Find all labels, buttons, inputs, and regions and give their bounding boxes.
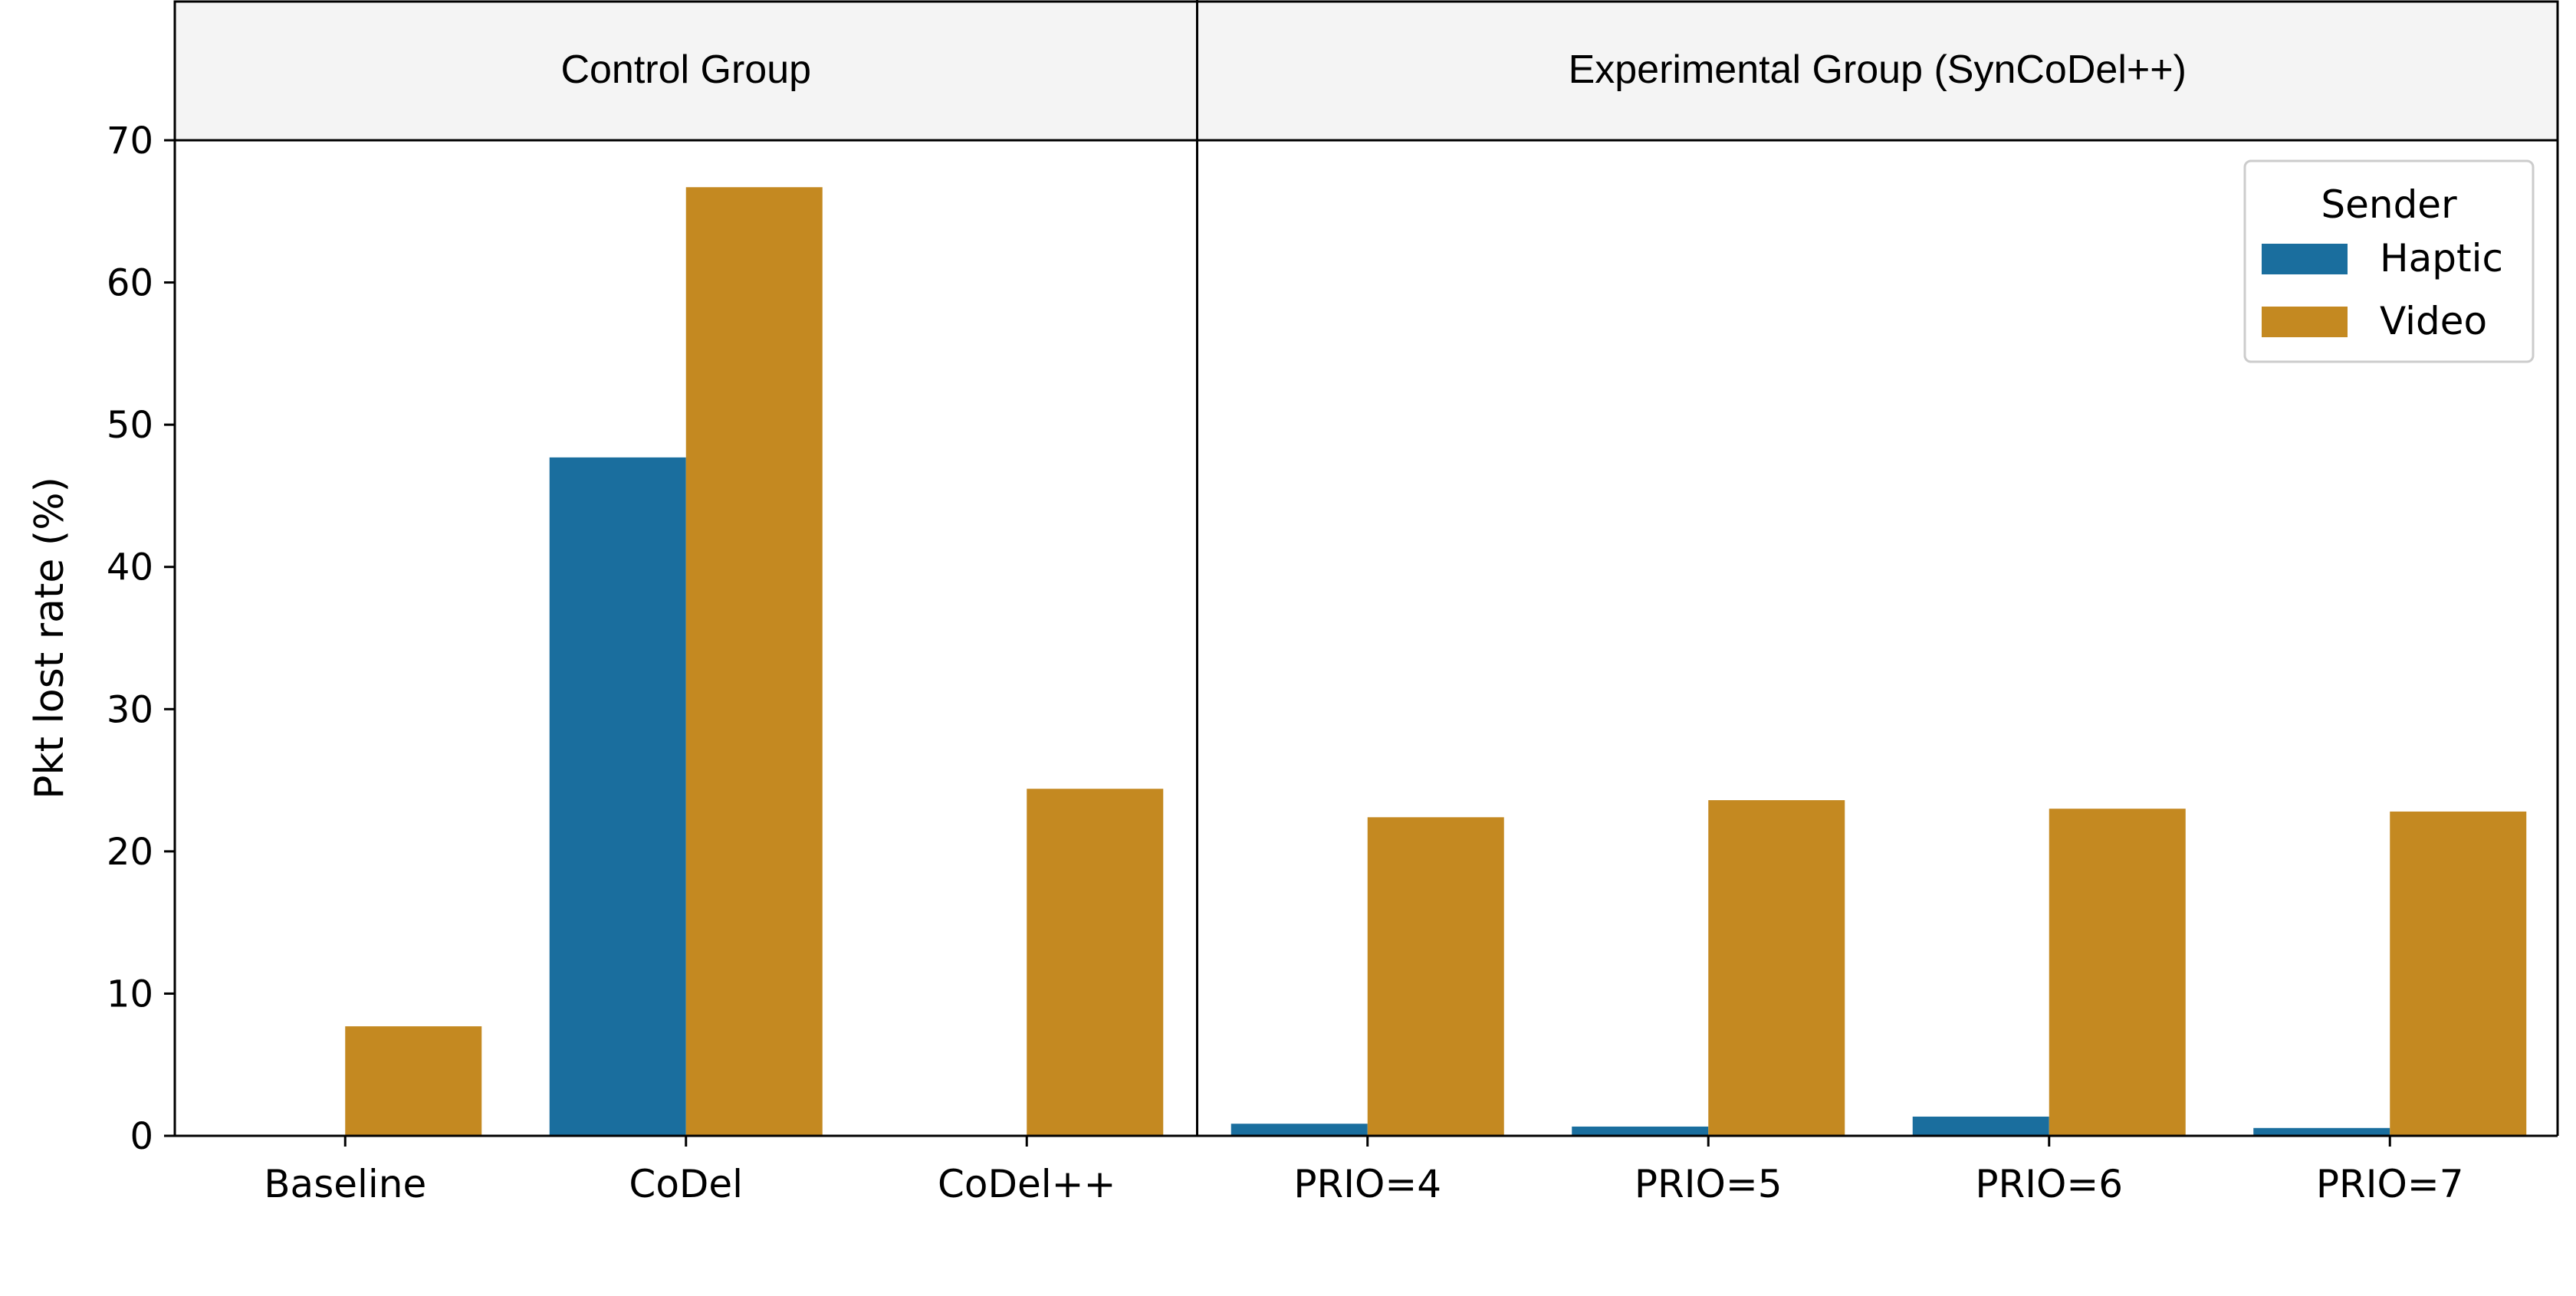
y-axis-label: Pkt lost rate (%) (27, 477, 73, 799)
bar-haptic-prio-6 (1912, 1116, 2049, 1136)
x-tick-label: PRIO=6 (1975, 1162, 2123, 1206)
panel-title: Control Group (560, 48, 811, 92)
axes: 0 10 20 30 40 50 60 70 Baseline CoDel CoDel++ PRIO=… (27, 120, 2559, 1206)
legend-swatch-haptic (2262, 244, 2348, 274)
panel-headers: Control Group Experimental Group (SynCoDe… (173, 0, 2559, 142)
bar-video-prio-4 (1367, 817, 1504, 1136)
legend-swatch-video (2262, 307, 2348, 337)
legend-label-video: Video (2380, 299, 2487, 343)
legend-title: Sender (2321, 182, 2457, 227)
bar-haptic-prio-7 (2253, 1127, 2390, 1136)
y-tick-label: 30 (107, 688, 153, 731)
x-tick-label: Baseline (264, 1162, 426, 1206)
bar-haptic-codel (549, 457, 686, 1136)
x-tick-label: CoDel++ (938, 1162, 1116, 1206)
x-tick-label: CoDel (629, 1162, 743, 1206)
y-tick-label: 10 (107, 973, 153, 1015)
y-tick-label: 0 (130, 1115, 153, 1158)
y-tick-label: 40 (107, 546, 153, 589)
y-tick-label: 70 (107, 120, 153, 162)
bar-haptic-prio-4 (1230, 1124, 1368, 1136)
bar-haptic-prio-5 (1572, 1126, 1709, 1136)
y-tick-label: 50 (107, 404, 153, 447)
panel-header-strip (173, 0, 2559, 142)
x-tick-label: PRIO=4 (1293, 1162, 1441, 1206)
bar-video-prio-7 (2390, 811, 2527, 1136)
bar-video-prio-5 (1708, 800, 1845, 1136)
bars (345, 187, 2527, 1137)
legend: Sender Haptic Video (2243, 159, 2535, 363)
y-tick-label: 20 (107, 831, 153, 874)
bar-video-codel (685, 187, 823, 1137)
x-tick-label: PRIO=5 (1635, 1162, 1783, 1206)
bar-video-prio-6 (2049, 809, 2186, 1136)
bar-video-baseline (345, 1026, 482, 1136)
y-tick-label: 60 (107, 262, 153, 305)
panel-title: Experimental Group (SynCoDel++) (1569, 48, 2187, 92)
bar-video-codel- (1027, 789, 1164, 1136)
legend-label-haptic: Haptic (2380, 236, 2503, 281)
x-tick-label: PRIO=7 (2316, 1162, 2464, 1206)
